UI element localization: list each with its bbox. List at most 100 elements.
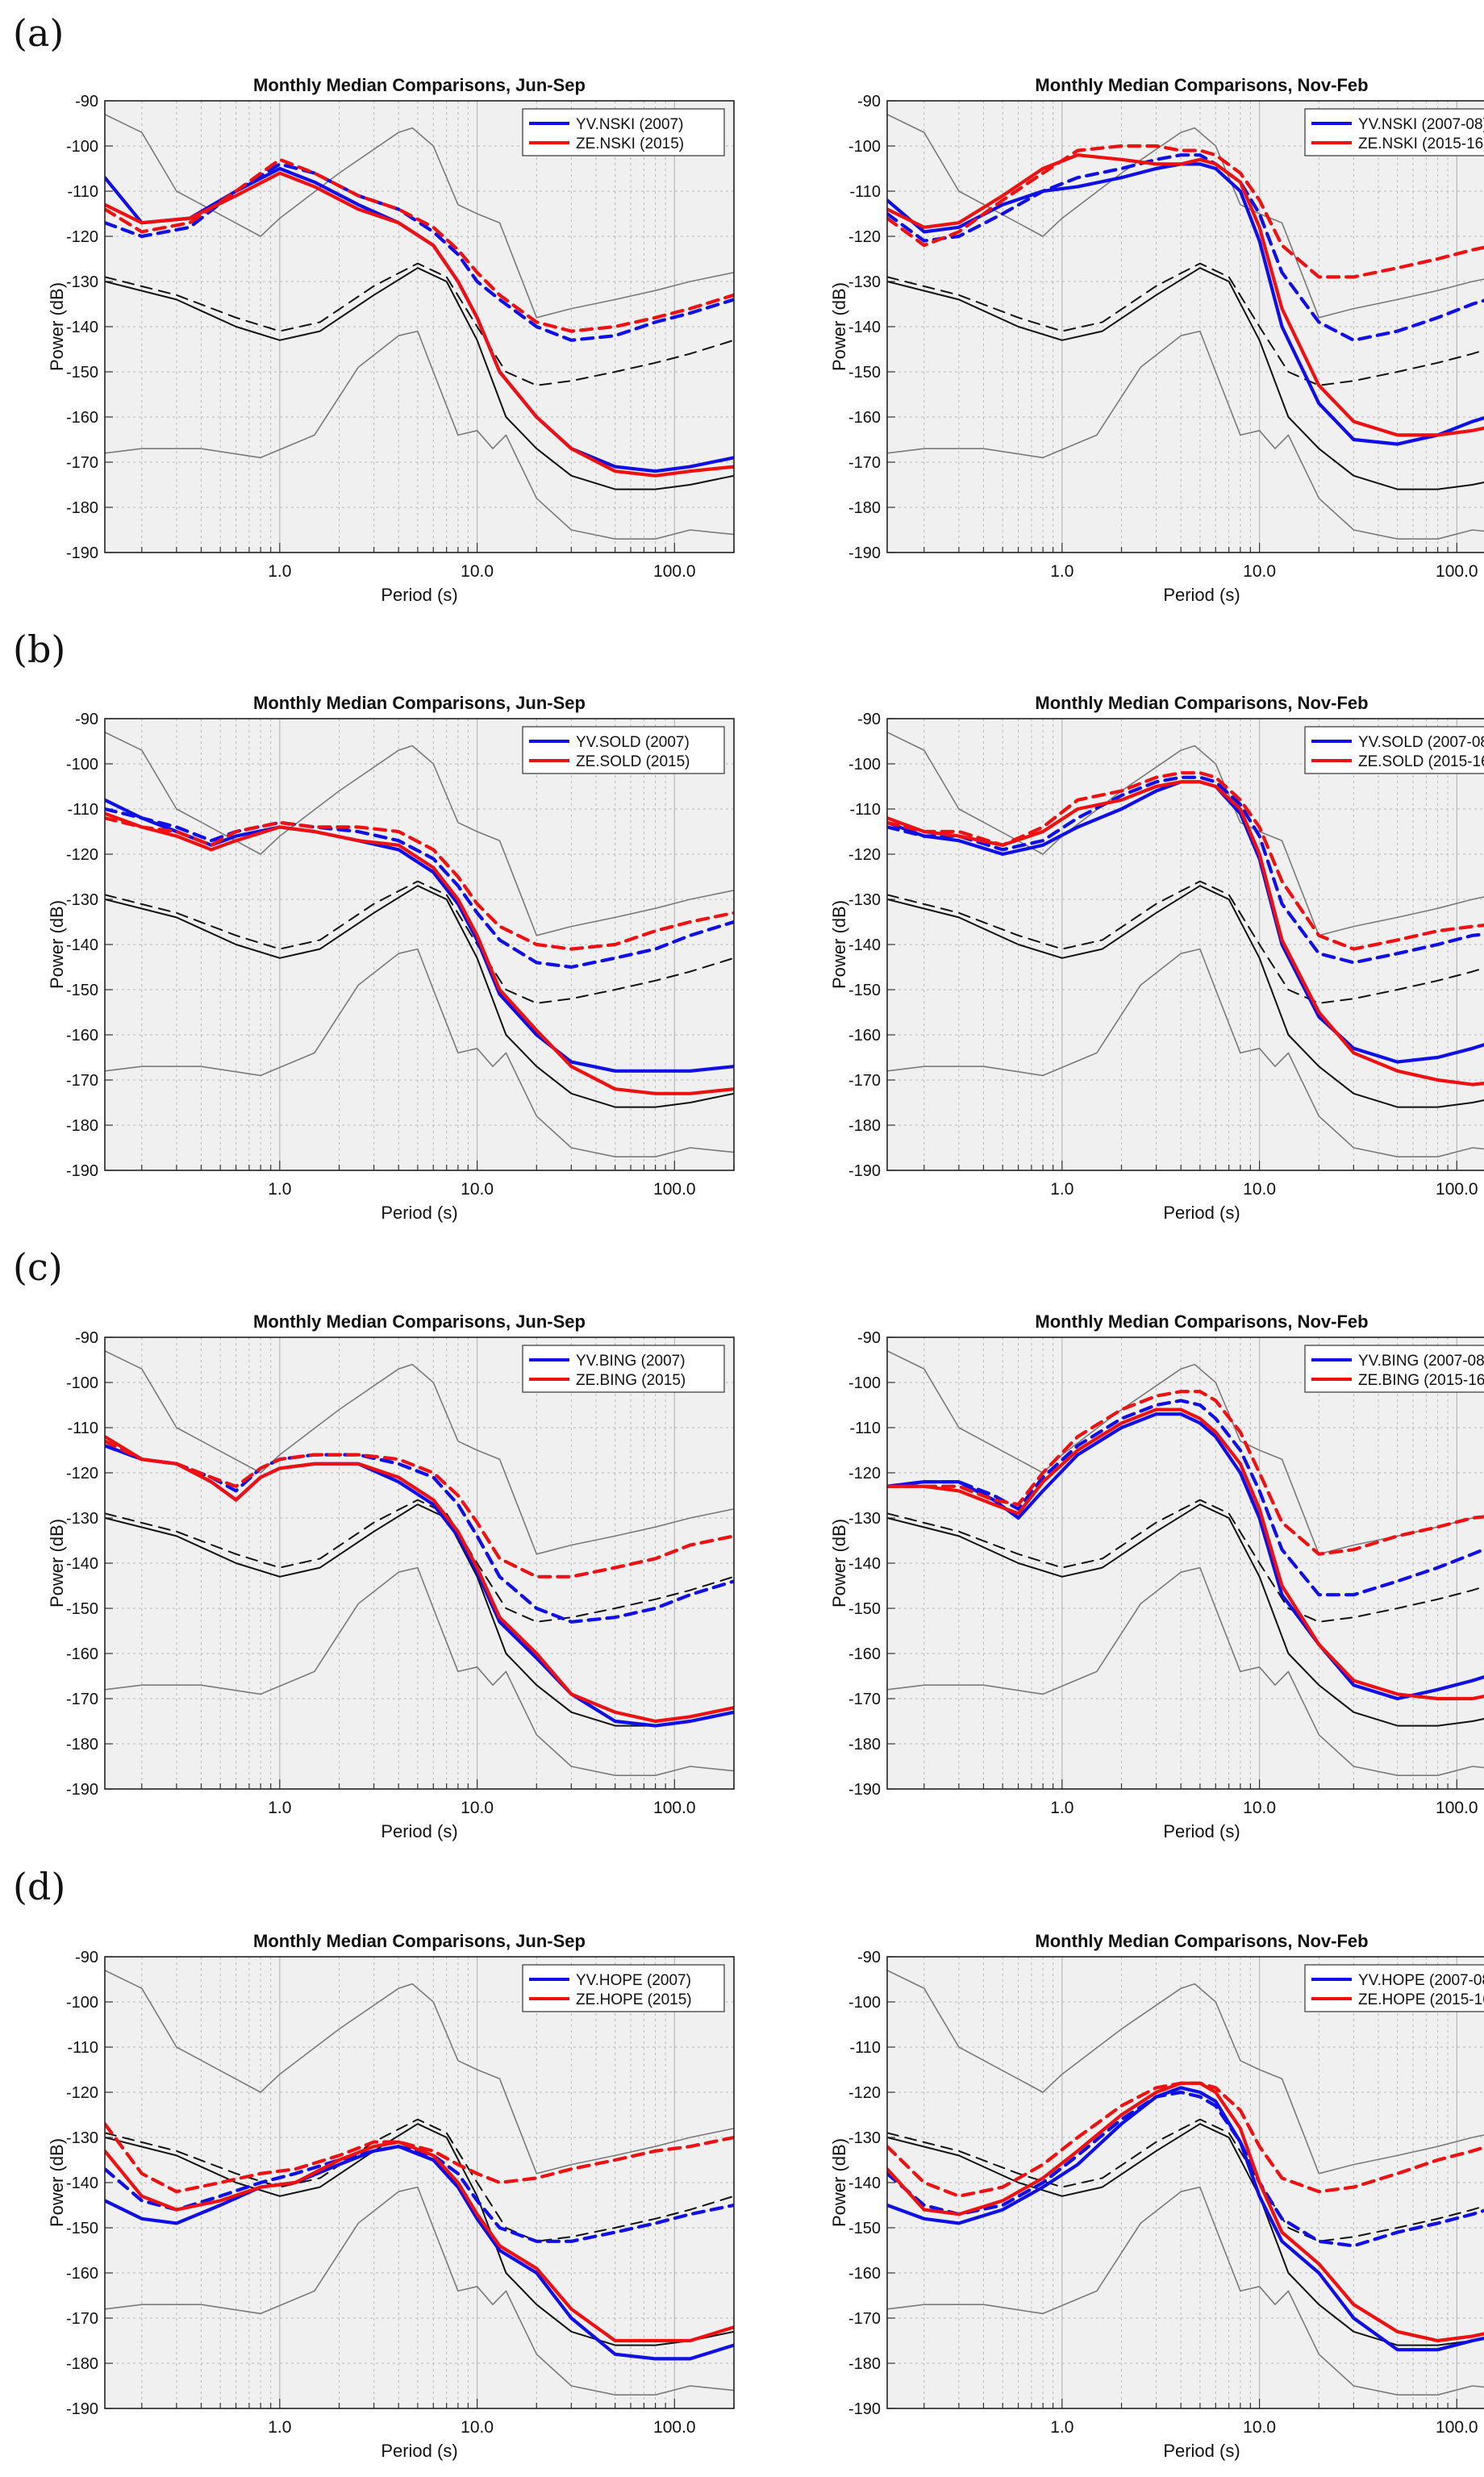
y-tick-label: -190 [66, 2400, 98, 2418]
y-tick-label: -120 [848, 846, 881, 864]
chart-title: Monthly Median Comparisons, Jun-Sep [253, 1311, 586, 1332]
lines [105, 1970, 734, 2396]
legend: YV.NSKI (2007) ZE.NSKI (2015) [522, 108, 725, 156]
series-line-1 [887, 2086, 1484, 2352]
nlnm-line [887, 948, 1484, 1157]
x-tick-label: 1.0 [268, 2418, 291, 2437]
panel-letter-b: (b) [13, 628, 66, 671]
y-axis-label: Power (dB) [829, 1519, 849, 1608]
y-tick-label: -170 [66, 454, 98, 472]
chart-title: Monthly Median Comparisons, Nov-Feb [1035, 693, 1368, 713]
x-axis-label: Period (s) [1163, 1203, 1240, 1223]
y-tick-label: -150 [848, 2220, 881, 2237]
y-tick-label: -90 [75, 93, 98, 111]
legend-box [522, 726, 725, 774]
chart-5: -90 -100 -110 -120 -130 -140 -150 -160 -170 -180 -… [47, 1311, 735, 1841]
y-axis-label: Power (dB) [47, 282, 67, 371]
legend-label: YV.BING (2007) [576, 1353, 686, 1370]
series-line-2 [887, 153, 1484, 342]
y-tick-label: -120 [848, 228, 881, 246]
legend-label: ZE.BING (2015-16) [1358, 1372, 1484, 1389]
y-tick-label: -160 [848, 2265, 881, 2283]
y-tick-label: -170 [66, 2310, 98, 2328]
x-tick-label: 100.0 [1436, 1799, 1478, 1817]
legend-label: YV.SOLD (2007-08) [1358, 734, 1484, 751]
y-tick-label: -90 [75, 711, 98, 728]
y-tick-label: -150 [66, 1600, 98, 1618]
y-tick-label: -160 [66, 2265, 98, 2283]
legend-box [1304, 1964, 1484, 2012]
legend: YV.HOPE (2007-08) ZE.HOPE (2015-16) [1304, 1964, 1484, 2012]
x-tick-label: 1.0 [1050, 2418, 1073, 2437]
chart-4: -90 -100 -110 -120 -130 -140 -150 -160 -170 -180 -… [829, 693, 1484, 1223]
chart-title: Monthly Median Comparisons, Jun-Sep [253, 1931, 586, 1951]
y-tick-label: -150 [66, 982, 98, 999]
mean-dashed-line [105, 880, 734, 1004]
plot-frame [104, 1956, 735, 2409]
nlnm-line [887, 1566, 1484, 1776]
series-line-2 [887, 2090, 1484, 2248]
y-tick-label: -170 [848, 1691, 881, 1708]
plot-background [887, 1337, 1484, 1789]
y-tick-label: -100 [848, 1994, 881, 2012]
y-tick-label: -170 [848, 1072, 881, 1090]
legend-box [1304, 726, 1484, 774]
chart-3: -90 -100 -110 -120 -130 -140 -150 -160 -170 -180 -… [47, 693, 735, 1223]
y-tick-label: -110 [849, 183, 881, 201]
legend-box [522, 108, 725, 156]
x-axis-label: Period (s) [381, 1821, 457, 1841]
y-tick-label: -120 [66, 2084, 98, 2102]
y-tick-label: -190 [848, 1162, 881, 1180]
y-tick-label: -160 [848, 1645, 881, 1663]
y-tick-label: -120 [848, 1465, 881, 1482]
series-line-4 [887, 1390, 1484, 1556]
legend-label: YV.SOLD (2007) [576, 734, 690, 751]
legend: YV.HOPE (2007) ZE.HOPE (2015) [522, 1964, 725, 2012]
series-line-4 [105, 1439, 734, 1578]
y-axis-label: Power (dB) [829, 900, 849, 989]
y-tick-label: -130 [848, 1510, 881, 1528]
mean-dashed-line [105, 262, 734, 386]
y-tick-label: -180 [848, 2355, 881, 2373]
y-tick-label: -190 [66, 1781, 98, 1799]
y-axis-label: Power (dB) [47, 2138, 67, 2227]
y-tick-label: -130 [848, 2129, 881, 2147]
plot-background [105, 1957, 734, 2408]
y-axis-label: Power (dB) [829, 2138, 849, 2227]
x-axis-label: Period (s) [381, 585, 457, 605]
chart-6: -90 -100 -110 -120 -130 -140 -150 -160 -170 -180 -… [829, 1311, 1484, 1841]
legend-label: ZE.HOPE (2015-16) [1358, 1991, 1484, 2008]
y-tick-label: -180 [848, 499, 881, 517]
grid [887, 1956, 1484, 2409]
legend-label: YV.HOPE (2007) [576, 1972, 691, 1989]
y-tick-label: -130 [848, 273, 881, 291]
nhnm-line [887, 114, 1484, 319]
y-tick-label: -90 [857, 1949, 881, 1966]
panel-letter-c: (c) [13, 1245, 63, 1289]
nhnm-line [105, 1350, 734, 1555]
x-tick-label: 10.0 [1243, 1799, 1276, 1817]
y-tick-label: -90 [857, 711, 881, 728]
x-axis-label: Period (s) [1163, 1821, 1240, 1841]
x-tick-label: 100.0 [653, 1180, 696, 1199]
legend: YV.SOLD (2007-08) ZE.SOLD (2015-16) [1304, 726, 1484, 774]
plot-frame [886, 718, 1484, 1171]
nhnm-line [105, 1970, 734, 2175]
y-tick-label: -100 [66, 1994, 98, 2012]
lines [887, 114, 1484, 540]
y-tick-label: -130 [66, 1510, 98, 1528]
y-tick-label: -190 [848, 1781, 881, 1799]
plot-background [887, 1957, 1484, 2408]
mean-dashed-line [105, 2118, 734, 2242]
legend-label: YV.NSKI (2007) [576, 116, 683, 133]
legend-box [522, 1964, 725, 2012]
legend-label: ZE.NSKI (2015-16) [1358, 136, 1484, 152]
y-tick-label: -190 [848, 2400, 881, 2418]
series-line-3 [105, 171, 734, 477]
y-tick-label: -140 [848, 936, 881, 954]
series-line-2 [105, 807, 734, 970]
series-line-4 [105, 816, 734, 951]
y-tick-label: -90 [857, 1329, 881, 1347]
y-tick-label: -190 [848, 544, 881, 562]
series-line-3 [887, 2081, 1484, 2343]
